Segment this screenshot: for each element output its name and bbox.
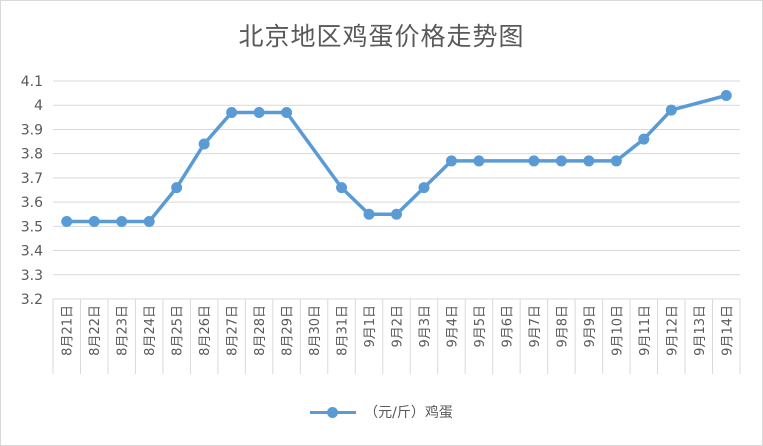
x-tick-label: 8月26日 — [198, 305, 213, 356]
x-tick-label: 9月2日 — [391, 305, 406, 348]
data-point — [363, 208, 375, 220]
y-tick-label: 4 — [34, 98, 43, 114]
x-tick-label: 9月1日 — [363, 305, 378, 348]
x-tick-label: 8月28日 — [253, 305, 268, 356]
x-tick-label: 8月21日 — [61, 305, 76, 356]
legend: （元/斤）鸡蛋 — [0, 402, 763, 422]
chart-title: 北京地区鸡蛋价格走势图 — [238, 22, 525, 51]
series-points — [61, 90, 732, 227]
x-tick-label: 9月13日 — [693, 305, 708, 356]
data-point — [638, 133, 650, 145]
data-point — [391, 208, 402, 220]
data-point — [555, 155, 567, 167]
data-point — [445, 155, 457, 167]
x-tick-label: 8月31日 — [336, 305, 351, 356]
data-point — [116, 215, 128, 227]
x-tick-label: 9月7日 — [528, 305, 543, 348]
data-point — [226, 106, 238, 118]
series-line-path — [66, 93, 727, 224]
x-tick-label: 9月10日 — [610, 305, 625, 356]
data-point — [473, 155, 485, 167]
y-tick-label: 3.9 — [21, 122, 43, 138]
x-tick-label: 8月23日 — [116, 305, 131, 356]
y-tick-label: 3.5 — [21, 219, 43, 235]
x-tick-label: 9月9日 — [583, 305, 598, 348]
x-axis-tick-labels: 8月21日 8月22日 8月23日 8月24日 8月25日 8月26日 8月27日 8月28日… — [61, 305, 736, 356]
y-tick-label: 3.3 — [21, 268, 43, 284]
y-tick-label: 4.1 — [21, 74, 43, 90]
y-axis-tick-labels: 3.2 3.3 3.4 3.5 3.6 3.7 3.8 3.9 4 4.1 — [21, 74, 43, 308]
data-point — [171, 182, 183, 194]
data-point — [610, 155, 622, 167]
data-point — [88, 215, 100, 227]
x-tick-label: 8月29日 — [281, 305, 296, 356]
data-point — [528, 155, 540, 167]
x-tick-label: 9月11日 — [638, 305, 653, 356]
x-tick-label: 9月8日 — [555, 305, 570, 348]
y-tick-label: 3.6 — [21, 195, 43, 211]
x-tick-label: 8月30日 — [308, 305, 323, 356]
y-tick-label: 3.4 — [21, 244, 43, 260]
x-tick-label: 9月5日 — [473, 305, 488, 348]
x-tick-label: 9月14日 — [720, 305, 735, 356]
data-point — [336, 182, 348, 194]
x-tick-label: 9月6日 — [500, 305, 515, 348]
x-tick-label: 8月27日 — [226, 305, 241, 356]
data-point — [665, 104, 677, 116]
data-point — [143, 215, 155, 227]
x-tick-label: 9月4日 — [445, 305, 460, 348]
data-point — [281, 106, 293, 118]
x-tick-label: 9月12日 — [665, 305, 680, 356]
legend-label: （元/斤）鸡蛋 — [364, 405, 453, 421]
series-line — [66, 93, 727, 224]
data-point — [198, 138, 210, 150]
data-point — [720, 90, 732, 102]
y-tick-label: 3.2 — [21, 292, 43, 308]
data-point — [253, 106, 265, 118]
gridlines — [52, 80, 741, 374]
x-tick-label: 8月22日 — [88, 305, 103, 356]
data-point — [583, 155, 595, 167]
x-tick-label: 8月25日 — [171, 305, 186, 356]
x-tick-label: 8月24日 — [143, 305, 158, 356]
y-tick-label: 3.7 — [21, 171, 43, 187]
data-point — [418, 182, 430, 194]
legend-marker-icon — [310, 405, 357, 419]
y-tick-label: 3.8 — [21, 147, 43, 163]
x-tick-label: 9月3日 — [418, 305, 433, 348]
data-point — [61, 215, 73, 227]
